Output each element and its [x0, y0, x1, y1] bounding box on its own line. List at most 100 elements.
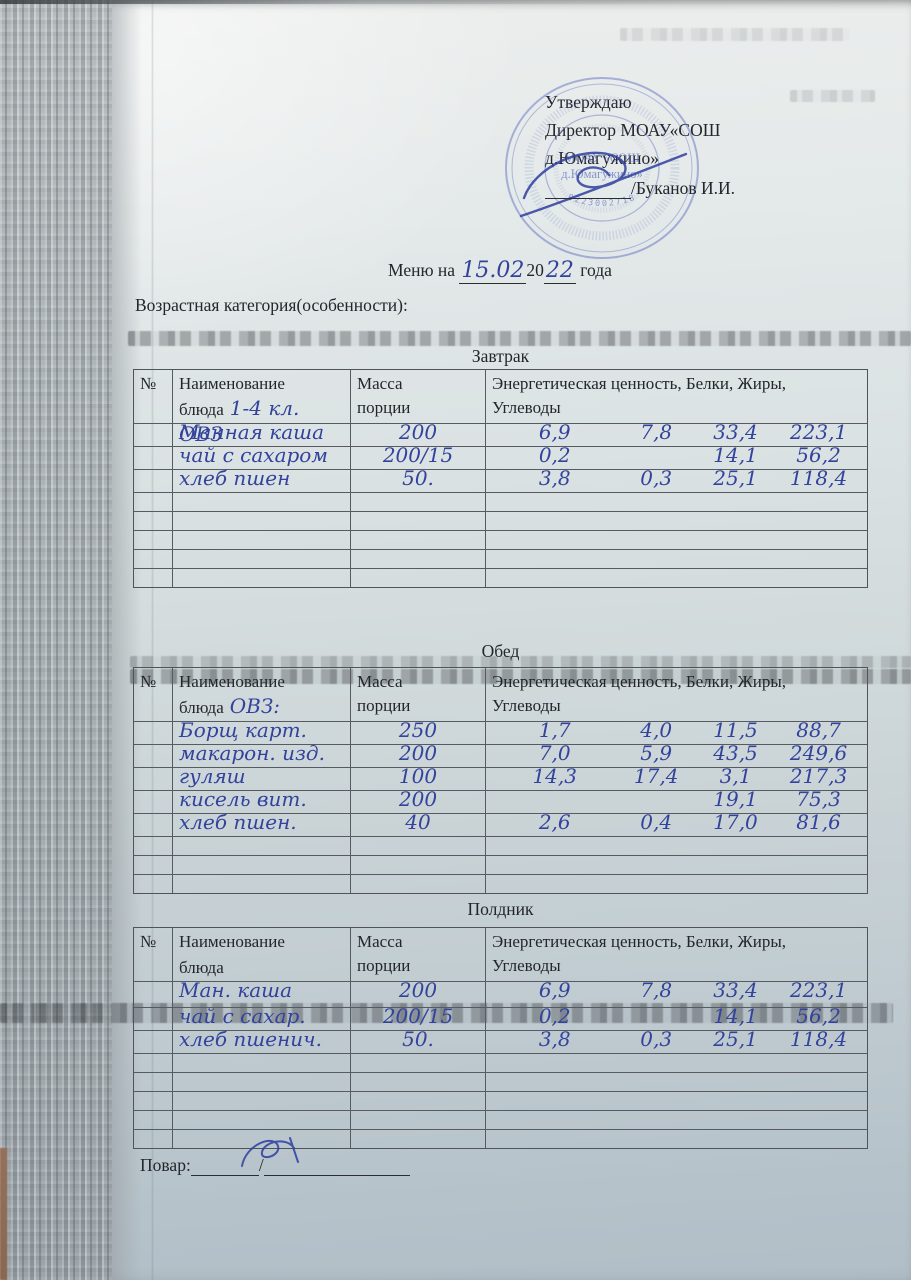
- fat-value: 14,1: [713, 1004, 758, 1028]
- scanner-streak: [130, 656, 911, 668]
- portion-mass: 200/15: [382, 1004, 454, 1028]
- carb-value: 118,4: [789, 466, 848, 490]
- director-name: /Буканов И.И.: [631, 178, 736, 198]
- col-dish: Наименование блюда: [173, 928, 351, 981]
- dish-name: хлеб пшен: [179, 466, 291, 490]
- table-row: хлеб пшен. 40 2,6 0,4 17,0 81,6: [134, 810, 867, 836]
- energy-value: 6,9: [538, 420, 571, 444]
- protein-value: 5,9: [640, 741, 673, 765]
- menu-suffix: года: [580, 260, 612, 280]
- table-row: чай с сахар. 200/15 0,2 14,1 56,2: [134, 1004, 867, 1030]
- dish-annotation-handwritten: 1-4 кл. ОВЗ: [179, 396, 300, 446]
- fat-value: 11,5: [713, 718, 758, 742]
- cook-label: Повар:: [140, 1155, 191, 1175]
- section-title-breakfast: Завтрак: [471, 346, 530, 366]
- portion-mass: 200: [398, 420, 438, 444]
- table-header-row: № Наименование блюда Масса порции Энергети…: [134, 928, 867, 981]
- protein-value: 0,3: [640, 1027, 673, 1051]
- carb-value: 217,3: [789, 764, 848, 788]
- portion-mass: 100: [398, 764, 438, 788]
- energy-value: 7,0: [538, 741, 571, 765]
- col-energy: Энергетическая ценность, Белки, Жиры, Угл…: [492, 672, 787, 715]
- carb-value: 75,3: [796, 787, 841, 811]
- snack-table: № Наименование блюда Масса порции Энергети…: [133, 927, 868, 1149]
- carb-value: 81,6: [796, 810, 841, 834]
- carb-value: 223,1: [789, 420, 848, 444]
- carb-value: 56,2: [796, 443, 841, 467]
- dish-name: Манная каша: [179, 420, 325, 444]
- protein-value: 7,8: [640, 420, 673, 444]
- protein-value: 7,8: [640, 978, 673, 1002]
- dish-name: хлеб пшен.: [179, 810, 297, 834]
- col-num: №: [134, 370, 173, 448]
- col-energy: Энергетическая ценность, Белки, Жиры, Угл…: [492, 932, 787, 975]
- scanner-streak: [130, 669, 911, 684]
- cook-signature-line: Повар: /: [140, 1155, 410, 1176]
- col-dish: Наименование блюда ОВЗ:: [173, 668, 351, 721]
- fat-value: 25,1: [713, 1027, 758, 1051]
- cook-underline: [263, 1157, 410, 1176]
- menu-prefix: Меню на: [388, 260, 456, 280]
- dish-name: макарон. изд.: [179, 741, 325, 765]
- protein-value: 0,3: [640, 466, 673, 490]
- scan-top-edge: [0, 0, 911, 4]
- empty-row: [134, 549, 867, 568]
- approval-block: Утверждаю Директор МОАУ«СОШ д.Юмагужино»: [545, 88, 720, 172]
- fat-value: 43,5: [713, 741, 758, 765]
- section-title-snack: Полдник: [467, 899, 534, 919]
- table-row: макарон. изд. 200 7,0 5,9 43,5 249,6: [134, 741, 867, 767]
- age-category-label: Возрастная категория(особенности):: [135, 295, 408, 315]
- approval-line: Утверждаю: [545, 92, 632, 112]
- col-num: №: [134, 668, 173, 721]
- empty-row: [134, 492, 867, 511]
- table-row: чай с сахаром 200/15 0,2 14,1 56,2: [134, 443, 867, 469]
- fat-value: 33,4: [713, 978, 758, 1002]
- protein-value: [617, 789, 694, 811]
- menu-date-handwritten: 15.02: [459, 258, 527, 284]
- protein-value: [617, 445, 694, 467]
- dish-name: чай с сахаром: [179, 443, 328, 467]
- empty-row: [134, 568, 867, 587]
- carb-value: 249,6: [789, 741, 848, 765]
- energy-value: 2,6: [538, 810, 571, 834]
- col-dish: Наименование блюда 1-4 кл. ОВЗ: [173, 370, 351, 448]
- dish-name: гуляш: [179, 764, 246, 788]
- scanner-streak: [0, 1003, 893, 1023]
- scanner-streak: [790, 90, 875, 102]
- empty-row: [134, 855, 867, 874]
- portion-mass: 50.: [402, 466, 434, 490]
- cook-underline: [190, 1157, 259, 1176]
- dish-name: Ман. каша: [179, 978, 293, 1002]
- table-row: гуляш 100 14,3 17,4 3,1 217,3: [134, 764, 867, 790]
- signature-underline: [545, 179, 631, 199]
- energy-value: 1,7: [538, 718, 571, 742]
- table-row: Манная каша 200 6,9 7,8 33,4 223,1: [134, 420, 867, 446]
- fat-value: 25,1: [713, 466, 758, 490]
- empty-row: [134, 1091, 867, 1110]
- energy-value: 14,3: [532, 764, 577, 788]
- approval-signature-row: /Буканов И.И.: [545, 178, 735, 199]
- fat-value: 17,0: [713, 810, 758, 834]
- portion-mass: 200/15: [382, 443, 454, 467]
- table-row: Ман. каша 200 6,9 7,8 33,4 223,1: [134, 978, 867, 1007]
- fat-value: 3,1: [719, 764, 752, 788]
- approval-line: д.Юмагужино»: [545, 148, 660, 168]
- table-row: хлеб пшенич. 50. 3,8 0,3 25,1 118,4: [134, 1027, 867, 1053]
- energy-value: 6,9: [538, 978, 571, 1002]
- empty-row: [134, 1072, 867, 1091]
- empty-row: [134, 874, 867, 893]
- empty-row: [134, 1129, 867, 1148]
- scan-edge-band: [0, 0, 112, 1280]
- fat-value: 14,1: [713, 443, 758, 467]
- energy-value: [492, 789, 617, 811]
- col-num: №: [134, 928, 173, 981]
- empty-row: [134, 511, 867, 530]
- empty-row: [134, 530, 867, 549]
- lunch-table: № Наименование блюда ОВЗ: Масса порции Энер…: [133, 667, 868, 894]
- director-signature: [519, 151, 688, 218]
- energy-value: 3,8: [538, 466, 571, 490]
- menu-century: 20: [526, 260, 544, 280]
- energy-value: 3,8: [538, 1027, 571, 1051]
- slash: /: [258, 1155, 264, 1175]
